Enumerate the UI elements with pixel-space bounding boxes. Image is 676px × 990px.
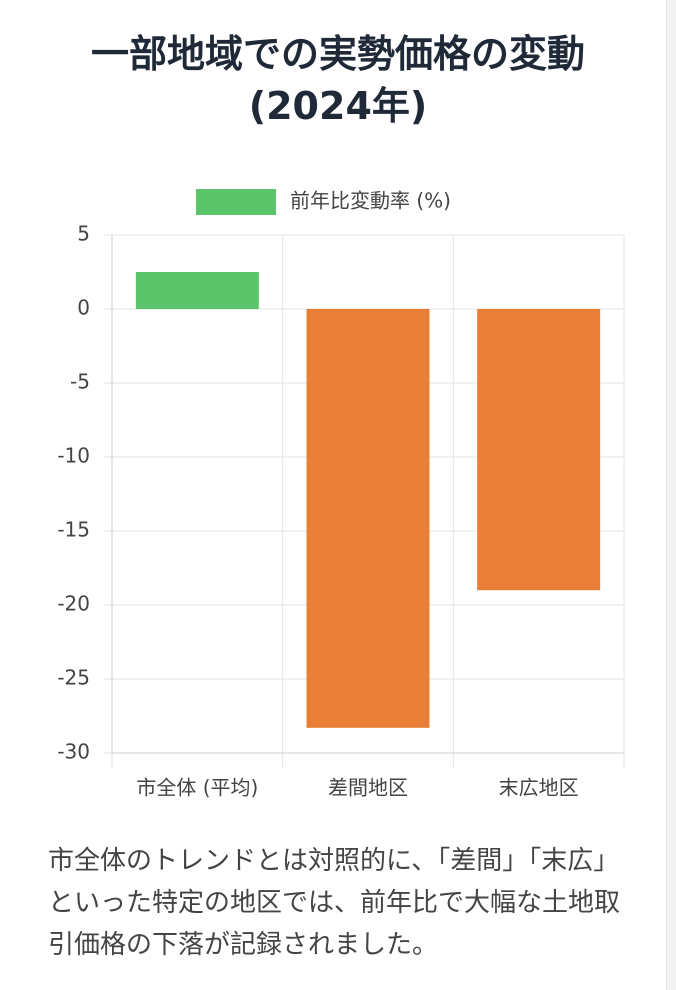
legend-label: 前年比変動率 (%) (290, 189, 451, 213)
description: 市全体のトレンドとは対照的に、「差間」「末広」といった特定の地区では、前年比で大… (48, 846, 621, 960)
bar (135, 272, 259, 309)
bar (306, 309, 430, 728)
y-tick-label: -20 (57, 592, 90, 616)
chart-title: 一部地域での実勢価格の変動 (2024年) (90, 32, 585, 128)
y-tick-label: 5 (77, 222, 90, 246)
x-tick-label: 末広地区 (499, 776, 579, 800)
y-tick-label: -15 (57, 518, 90, 542)
y-tick-label: 0 (77, 296, 90, 320)
y-tick-label: -30 (57, 740, 90, 764)
legend-swatch (196, 189, 276, 215)
bar (477, 309, 601, 591)
y-tick-label: -25 (57, 666, 90, 690)
scrollbar (666, 0, 676, 990)
y-tick-label: -5 (70, 370, 90, 394)
chart: 前年比変動率 (%) 5 0 -5 -10 -15 -20 -25 -30 市全体 (平均) 差間地… (57, 189, 625, 800)
x-tick-label: 差間地区 (328, 776, 408, 800)
y-tick-label: -10 (57, 444, 90, 468)
x-tick-label: 市全体 (平均) (136, 776, 258, 800)
